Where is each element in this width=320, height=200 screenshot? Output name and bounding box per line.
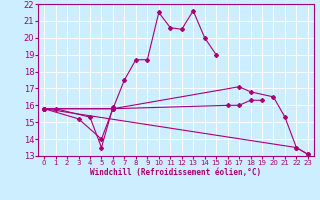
X-axis label: Windchill (Refroidissement éolien,°C): Windchill (Refroidissement éolien,°C): [91, 168, 261, 177]
